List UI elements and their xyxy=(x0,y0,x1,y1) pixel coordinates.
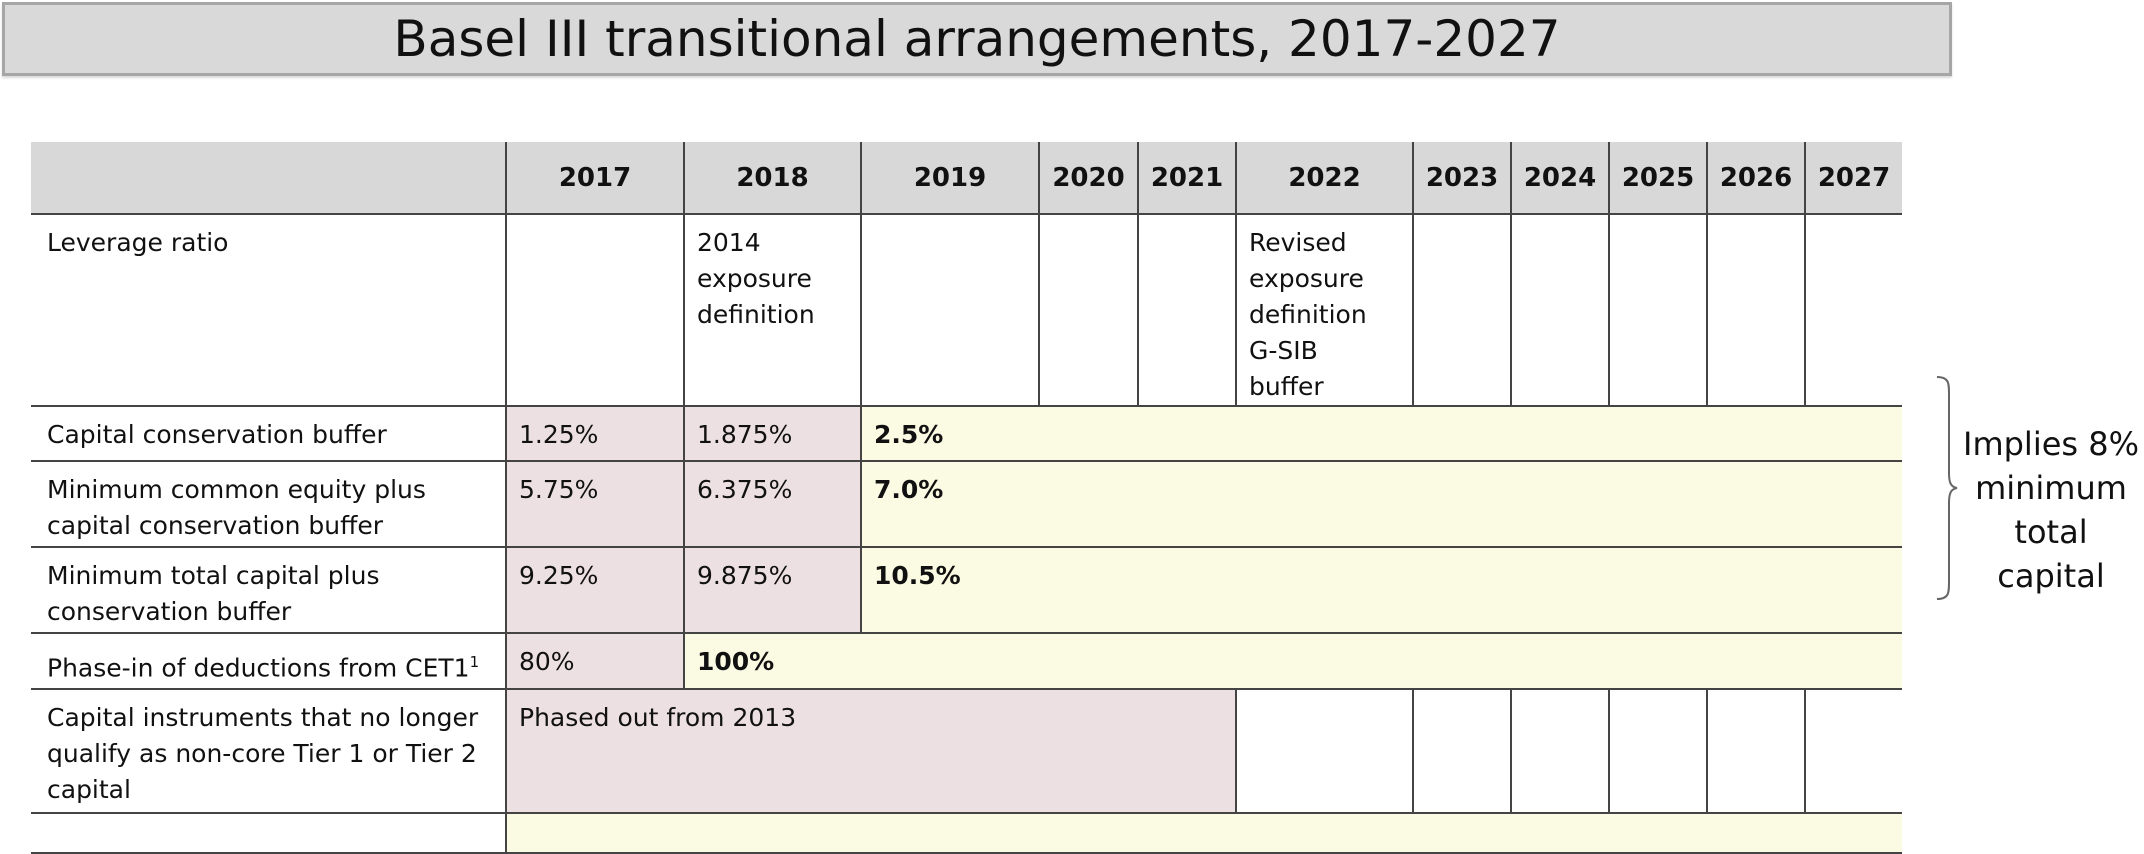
table-row: Capital instruments that no longer quali… xyxy=(31,689,1902,814)
row-label-minimum-total-capital: Minimum total capital plus conservation … xyxy=(31,547,506,634)
cell-leverage-2020 xyxy=(1038,214,1138,407)
header-cell-2027: 2027 xyxy=(1804,142,1902,215)
header-cell-2023: 2023 xyxy=(1412,142,1511,215)
cell-instruments-2027 xyxy=(1804,689,1902,814)
row-label-capital-conservation-buffer: Capital conservation buffer xyxy=(31,406,506,462)
cell-ccb-2018: 1.875% xyxy=(683,406,861,462)
header-cell-label xyxy=(31,142,506,215)
table-row xyxy=(31,813,1902,854)
cell-ccb-2019-onward: 2.5% xyxy=(860,406,1902,462)
cell-mtc-2018: 9.875% xyxy=(683,547,861,634)
cell-instruments-2023 xyxy=(1412,689,1511,814)
cell-instruments-2022 xyxy=(1235,689,1413,814)
cell-phase-2017: 80% xyxy=(505,633,684,690)
title-banner: Basel III transitional arrangements, 201… xyxy=(2,2,1952,76)
cell-leverage-2025 xyxy=(1608,214,1707,407)
cell-instruments-phased-out: Phased out from 2013 xyxy=(505,689,1236,814)
cell-instruments-2026 xyxy=(1706,689,1805,814)
table-row: Minimum total capital plus conservation … xyxy=(31,547,1902,634)
table-row: Minimum common equity plus capital conse… xyxy=(31,461,1902,548)
cell-cutoff-span xyxy=(505,813,1902,854)
header-row: 2017 2018 2019 2020 2021 2022 2023 2024 … xyxy=(31,142,1902,215)
cell-mtc-2017: 9.25% xyxy=(505,547,684,634)
row-label-phase-in-text: Phase-in of deductions from CET1 xyxy=(47,653,470,683)
row-label-phase-in-deductions: Phase-in of deductions from CET11 xyxy=(31,633,506,690)
header-cell-2026: 2026 xyxy=(1706,142,1805,215)
header-cell-2022: 2022 xyxy=(1235,142,1413,215)
cell-leverage-2022: Revised exposure definition G-SIB buffer xyxy=(1235,214,1413,407)
cell-leverage-2018: 2014 exposure definition xyxy=(683,214,861,407)
cell-leverage-2023 xyxy=(1412,214,1511,407)
transition-table-wrapper: 2017 2018 2019 2020 2021 2022 2023 2024 … xyxy=(31,142,1902,854)
table-row: Leverage ratio 2014 exposure definition … xyxy=(31,214,1902,407)
table-row: Phase-in of deductions from CET11 80% 10… xyxy=(31,633,1902,690)
row-label-minimum-common-equity: Minimum common equity plus capital conse… xyxy=(31,461,506,548)
cell-instruments-2025 xyxy=(1608,689,1707,814)
transition-table: 2017 2018 2019 2020 2021 2022 2023 2024 … xyxy=(31,142,1902,854)
row-label-leverage-ratio: Leverage ratio xyxy=(31,214,506,407)
cell-ccb-2017: 1.25% xyxy=(505,406,684,462)
cell-leverage-2027 xyxy=(1804,214,1902,407)
row-label-capital-instruments: Capital instruments that no longer quali… xyxy=(31,689,506,814)
cell-leverage-2017 xyxy=(505,214,684,407)
cell-phase-2018-onward: 100% xyxy=(683,633,1902,690)
header-cell-2020: 2020 xyxy=(1038,142,1138,215)
cell-leverage-2026 xyxy=(1706,214,1805,407)
header-cell-2019: 2019 xyxy=(860,142,1039,215)
header-cell-2017: 2017 xyxy=(505,142,684,215)
page-title: Basel III transitional arrangements, 201… xyxy=(393,10,1561,68)
brace-annotation: Implies 8% minimum total capital xyxy=(1963,425,2139,595)
header-cell-2025: 2025 xyxy=(1608,142,1707,215)
footnote-marker: 1 xyxy=(469,653,480,671)
header-cell-2018: 2018 xyxy=(683,142,861,215)
cell-leverage-2019 xyxy=(860,214,1039,407)
table-row: Capital conservation buffer 1.25% 1.875%… xyxy=(31,406,1902,462)
curly-brace-icon xyxy=(1936,376,1958,600)
header-cell-2021: 2021 xyxy=(1137,142,1236,215)
row-label-cutoff xyxy=(31,813,506,854)
cell-mce-2018: 6.375% xyxy=(683,461,861,548)
cell-leverage-2024 xyxy=(1510,214,1609,407)
cell-mtc-2019-onward: 10.5% xyxy=(860,547,1902,634)
cell-leverage-2021 xyxy=(1137,214,1236,407)
cell-mce-2017: 5.75% xyxy=(505,461,684,548)
cell-mce-2019-onward: 7.0% xyxy=(860,461,1902,548)
header-cell-2024: 2024 xyxy=(1510,142,1609,215)
cell-instruments-2024 xyxy=(1510,689,1609,814)
